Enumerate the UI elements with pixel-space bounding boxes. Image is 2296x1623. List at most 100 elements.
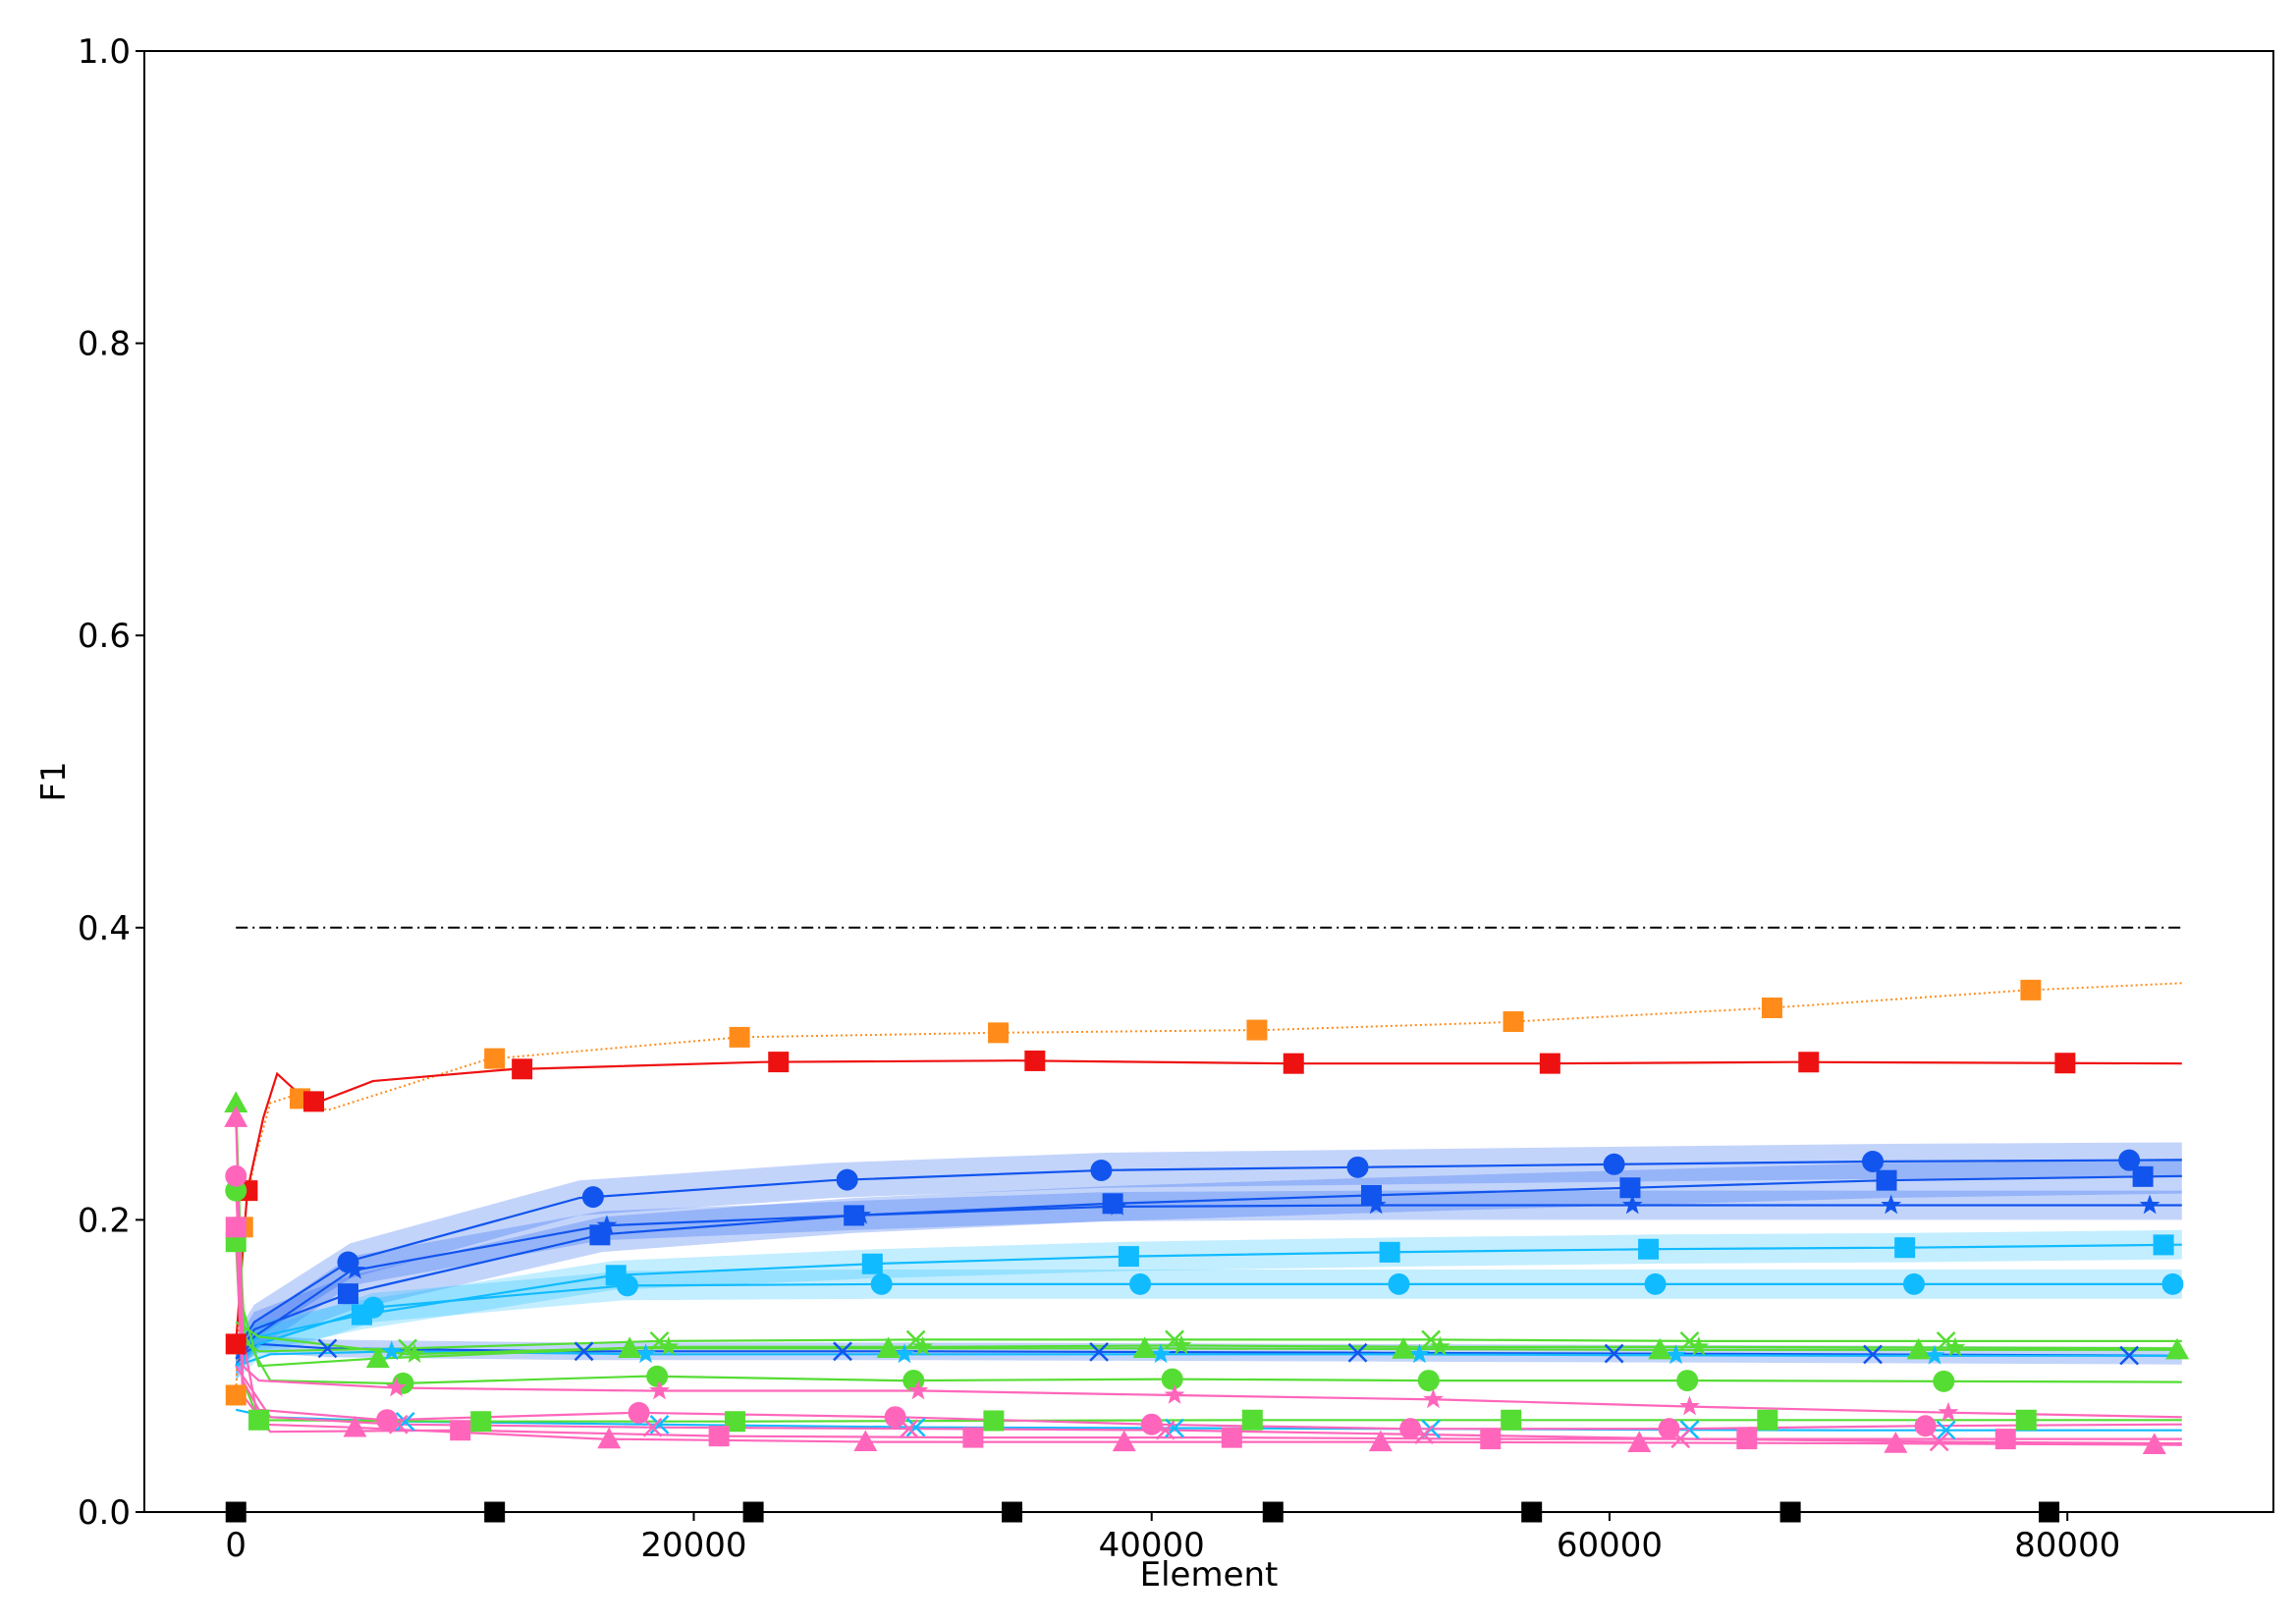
marker-s5-1 xyxy=(596,1215,618,1235)
marker-s11-4 xyxy=(1132,1336,1157,1358)
marker-s14-6 xyxy=(1676,1370,1699,1392)
marker-s6-7 xyxy=(2119,1345,2140,1366)
marker-s11-6 xyxy=(1648,1337,1672,1360)
marker-s1-6 xyxy=(1246,1019,1268,1041)
marker-s20-2 xyxy=(899,1419,919,1438)
band-3 xyxy=(236,1142,2182,1370)
marker-s10-6 xyxy=(1924,1344,1945,1365)
marker-s1-3 xyxy=(484,1048,506,1069)
marker-s7-3 xyxy=(1118,1246,1139,1268)
marker-s19-7 xyxy=(1995,1429,2016,1450)
series-line-6 xyxy=(235,1342,2182,1360)
marker-s16-8 xyxy=(2142,1433,2166,1455)
marker-s16-5 xyxy=(1368,1430,1393,1452)
marker-s10-4 xyxy=(1409,1343,1430,1364)
x-tick-label-2: 40000 xyxy=(1099,1526,1205,1565)
x-tick-label-3: 60000 xyxy=(1557,1526,1663,1565)
marker-s16-6 xyxy=(1627,1431,1652,1452)
marker-s2-6 xyxy=(1283,1053,1304,1074)
marker-s16-1 xyxy=(343,1415,367,1437)
marker-s11-2 xyxy=(618,1336,642,1358)
marker-s16-2 xyxy=(597,1427,622,1449)
marker-s20-3 xyxy=(1155,1420,1175,1440)
marker-s17-5 xyxy=(1399,1418,1422,1440)
marker-s3-4 xyxy=(1346,1156,1369,1178)
marker-s6-4 xyxy=(1347,1342,1368,1363)
marker-s19-1 xyxy=(450,1420,471,1441)
series-line-14 xyxy=(235,1190,2182,1385)
marker-s8-0 xyxy=(362,1296,385,1319)
series-line-7 xyxy=(235,1243,2182,1353)
marker-s5-5 xyxy=(1621,1194,1643,1215)
marker-s1-8 xyxy=(1761,997,1782,1018)
marker-s16-0 xyxy=(224,1106,248,1127)
y-tick-label-0: 0.0 xyxy=(78,1493,131,1533)
marker-s7-5 xyxy=(1638,1238,1660,1260)
marker-s16-3 xyxy=(853,1430,878,1452)
marker-s1-0 xyxy=(225,1384,246,1406)
marker-s18-0 xyxy=(386,1377,407,1397)
marker-s1-4 xyxy=(729,1026,750,1048)
marker-s15-3 xyxy=(724,1411,745,1433)
marker-s19-6 xyxy=(1736,1429,1758,1450)
marker-s5-6 xyxy=(1881,1194,1902,1215)
marker-s13-4 xyxy=(1430,1335,1450,1356)
marker-s20-0 xyxy=(388,1414,409,1434)
series-line-16 xyxy=(235,1117,2182,1446)
marker-s10-3 xyxy=(1150,1343,1172,1364)
marker-s13-5 xyxy=(1688,1335,1710,1356)
series-line-3 xyxy=(235,1159,2182,1352)
marker-s13-1 xyxy=(658,1335,680,1356)
y-axis-label: F1 xyxy=(34,761,74,801)
axis-ticks: 0 20000 40000 60000 80000 0.0 0.2 0.4 0.6 0.8 1.0 xyxy=(78,32,2120,1565)
marker-s13-3 xyxy=(1171,1334,1192,1355)
marker-s15-1 xyxy=(248,1409,270,1431)
marker-s10-2 xyxy=(894,1343,915,1364)
y-tick-label-4: 0.8 xyxy=(78,325,131,364)
marker-s3-7 xyxy=(2118,1149,2141,1171)
series-markers xyxy=(224,979,2190,1523)
marker-s5-7 xyxy=(2139,1194,2160,1215)
marker-s7-2 xyxy=(861,1253,883,1274)
marker-s2-2 xyxy=(303,1091,325,1112)
marker-s3-1 xyxy=(581,1186,604,1209)
marker-s2-8 xyxy=(1798,1052,1820,1073)
marker-s8-4 xyxy=(1388,1272,1410,1295)
marker-s14-5 xyxy=(1417,1370,1440,1392)
marker-s8-7 xyxy=(2161,1272,2184,1295)
marker-s17-3 xyxy=(884,1406,906,1429)
marker-s2-9 xyxy=(2054,1053,2076,1074)
band-5 xyxy=(236,1190,2182,1381)
marker-s18-4 xyxy=(1423,1388,1444,1409)
marker-s6-3 xyxy=(1089,1342,1109,1362)
marker-s15-5 xyxy=(1241,1409,1263,1431)
marker-s3-3 xyxy=(1090,1159,1113,1181)
marker-s2-7 xyxy=(1539,1053,1560,1074)
marker-s19-3 xyxy=(962,1427,984,1448)
marker-s7-7 xyxy=(2153,1234,2174,1256)
marker-s17-4 xyxy=(1140,1413,1163,1435)
marker-s6-0 xyxy=(317,1338,338,1359)
series-line-20 xyxy=(235,1365,2182,1445)
marker-s1-9 xyxy=(2020,979,2042,1001)
marker-s18-3 xyxy=(1164,1384,1185,1404)
marker-s16-4 xyxy=(1112,1430,1136,1452)
x-tick-label-0: 0 xyxy=(225,1526,246,1565)
marker-s18-2 xyxy=(907,1380,929,1400)
marker-s7-6 xyxy=(1894,1237,1916,1259)
marker-s11-8 xyxy=(2165,1337,2190,1360)
y-tick-label-5: 1.0 xyxy=(78,32,131,72)
marker-s4-5 xyxy=(1619,1177,1641,1199)
marker-s9-6 xyxy=(1936,1420,1956,1440)
marker-s7-4 xyxy=(1379,1241,1400,1263)
marker-s6-2 xyxy=(833,1341,852,1362)
marker-s14-4 xyxy=(1161,1368,1183,1390)
series-line-10 xyxy=(235,1350,2182,1368)
marker-s10-1 xyxy=(635,1343,656,1364)
marker-s15-6 xyxy=(1501,1409,1522,1431)
marker-s11-0 xyxy=(224,1091,248,1112)
marker-s11-1 xyxy=(365,1346,390,1369)
series-line-8 xyxy=(235,1282,2182,1367)
marker-s19-5 xyxy=(1480,1429,1502,1450)
